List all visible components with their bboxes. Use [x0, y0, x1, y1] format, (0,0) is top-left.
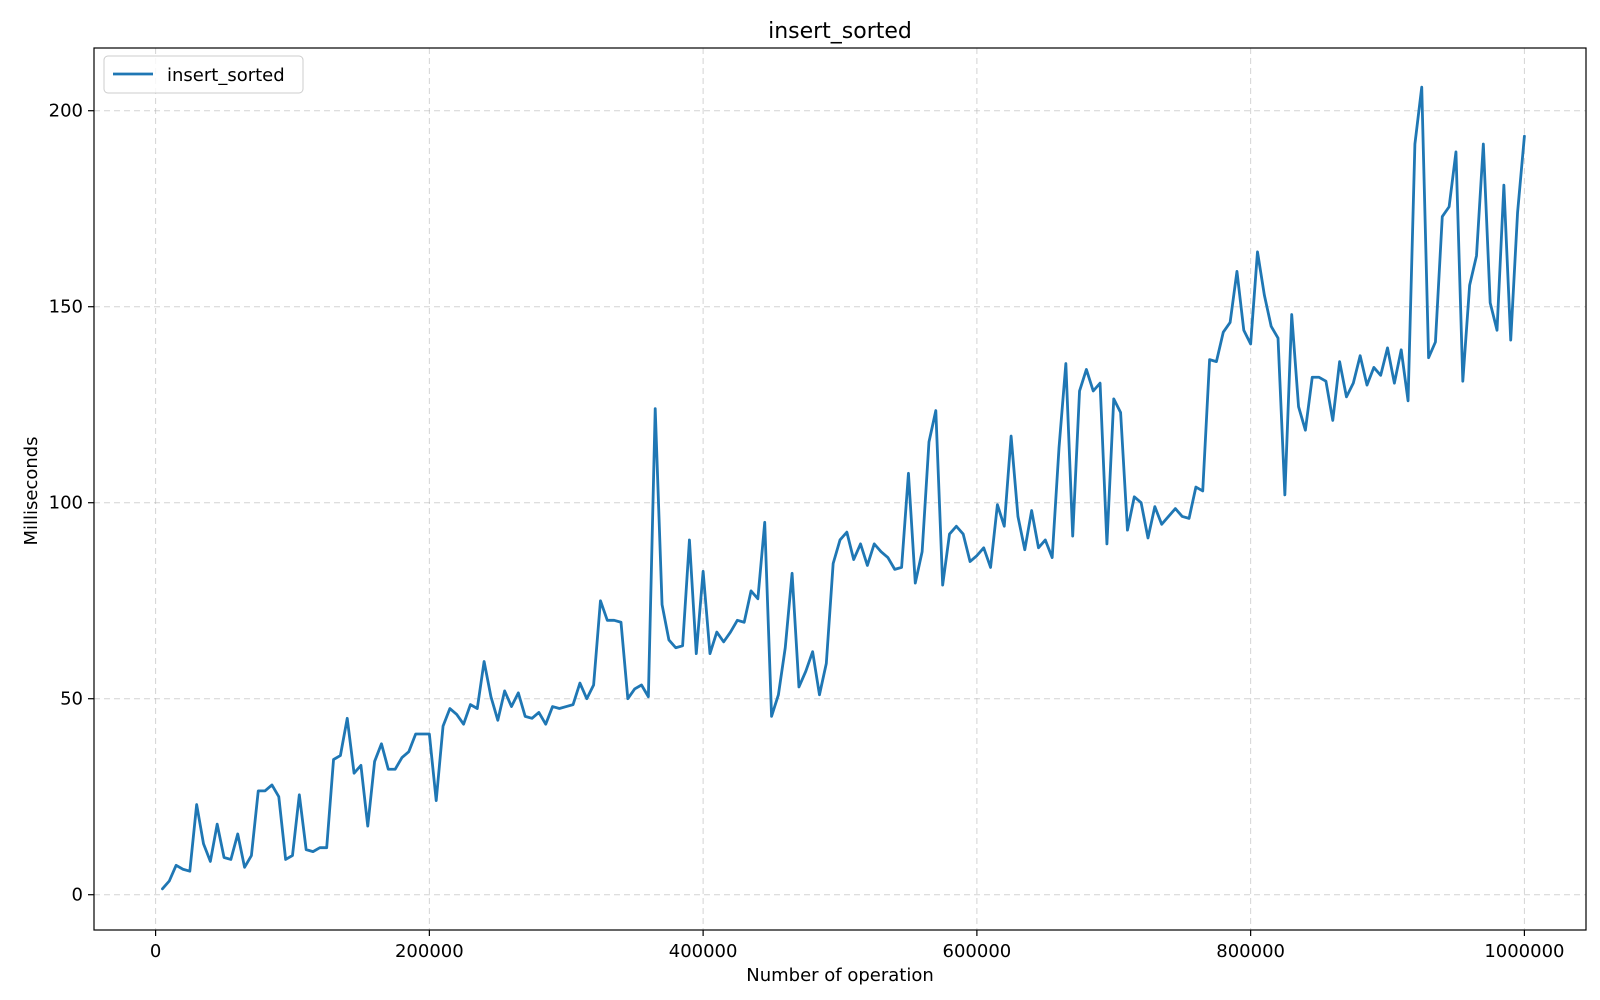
series-line-0: [161, 85, 1526, 891]
x-tick-label: 1000000: [1484, 941, 1564, 962]
y-tick-label: 50: [60, 689, 83, 710]
legend-box: [103, 55, 304, 94]
x-tick-label: 600000: [943, 941, 1012, 962]
x-axis-ticks: 0 200000 400000 600000 800000 1000000: [150, 930, 1564, 962]
x-axis-label: Number of operation: [746, 965, 934, 986]
y-tick-label: 100: [49, 493, 83, 514]
y-tick-label: 150: [49, 297, 83, 318]
y-tick-label: 0: [72, 885, 83, 906]
x-tick-label: 400000: [669, 941, 738, 962]
y-tick-label: 200: [49, 101, 83, 122]
legend: insert_sorted: [103, 55, 304, 94]
legend-entry-insert-sorted: insert_sorted: [167, 65, 285, 86]
x-tick-label: 0: [150, 941, 161, 962]
x-tick-label: 800000: [1216, 941, 1285, 962]
series-group: [161, 85, 1526, 891]
x-tick-label: 200000: [395, 941, 464, 962]
y-axis-ticks: 0 50 100 150 200: [49, 101, 94, 906]
plot-frame: [93, 47, 1587, 931]
chart-title: insert_sorted: [768, 19, 912, 44]
grid-lines: [94, 48, 1586, 930]
y-axis-label: Milliseconds: [21, 436, 42, 545]
